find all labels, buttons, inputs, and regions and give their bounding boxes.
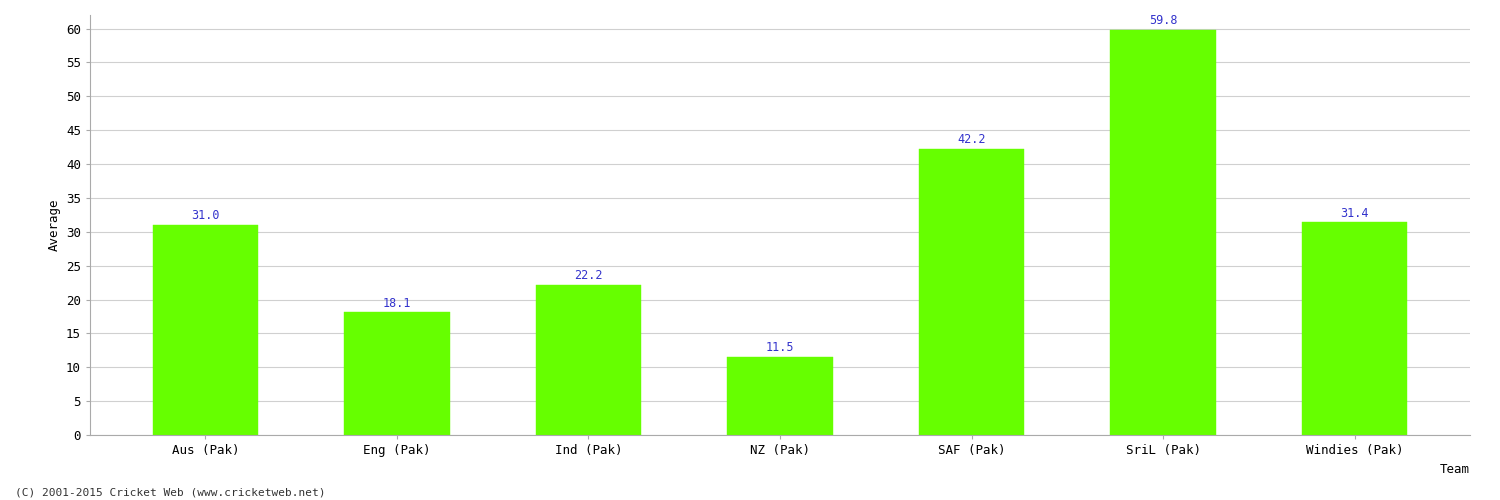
Y-axis label: Average: Average — [48, 198, 60, 251]
X-axis label: Team: Team — [1440, 462, 1470, 475]
Bar — [153, 225, 258, 435]
Bar — [1110, 30, 1215, 435]
Text: 11.5: 11.5 — [766, 342, 795, 354]
Text: 42.2: 42.2 — [957, 134, 986, 146]
Text: 59.8: 59.8 — [1149, 14, 1178, 27]
Text: 18.1: 18.1 — [382, 296, 411, 310]
Bar — [920, 149, 1024, 435]
Text: 31.0: 31.0 — [190, 210, 219, 222]
Bar — [536, 284, 640, 435]
Bar — [728, 357, 833, 435]
Text: 22.2: 22.2 — [574, 269, 603, 282]
Text: (C) 2001-2015 Cricket Web (www.cricketweb.net): (C) 2001-2015 Cricket Web (www.cricketwe… — [15, 488, 326, 498]
Bar — [1302, 222, 1407, 435]
Text: 31.4: 31.4 — [1341, 206, 1370, 220]
Bar — [345, 312, 450, 435]
